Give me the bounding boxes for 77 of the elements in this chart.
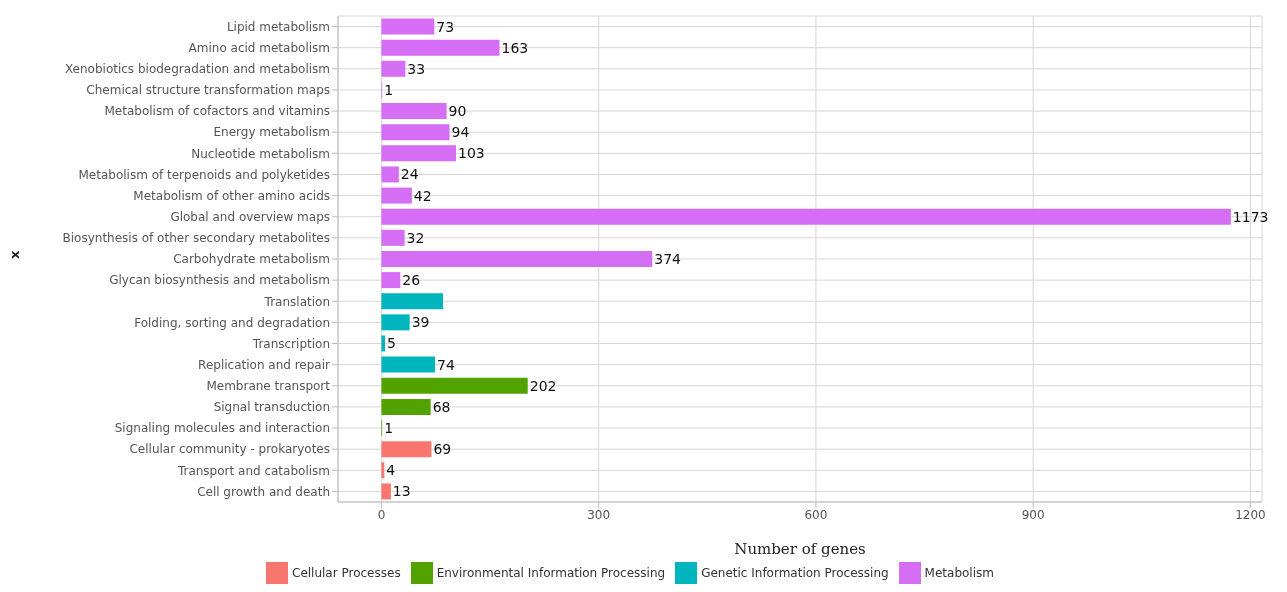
data-label: 5 [387, 335, 396, 352]
y-tick-label: Metabolism of cofactors and vitamins [104, 104, 330, 119]
y-tick-label: Transcription [251, 336, 330, 351]
bar [381, 377, 528, 394]
legend-label: Environmental Information Processing [436, 565, 666, 580]
y-tick-label: Amino acid metabolism [188, 40, 330, 55]
y-tick-label: Translation [263, 294, 330, 309]
bar [381, 208, 1231, 225]
data-label: 33 [407, 60, 426, 77]
y-tick-label: Carbohydrate metabolism [173, 252, 330, 267]
y-tick-label: Metabolism of terpenoids and polyketides [78, 167, 330, 182]
bar [381, 441, 432, 458]
y-tick-label: Chemical structure transformation maps [86, 83, 330, 98]
bar [381, 250, 653, 267]
bar [381, 39, 500, 56]
x-tick-label: 1200 [1235, 507, 1266, 522]
bar [381, 293, 443, 310]
legend-label: Cellular Processes [292, 565, 401, 580]
data-label: 68 [432, 398, 451, 415]
bar [381, 103, 447, 120]
bar [381, 145, 457, 162]
x-axis-title: Number of genes [734, 540, 866, 558]
data-label: 39 [411, 314, 430, 331]
data-label: 32 [406, 229, 425, 246]
bar [381, 229, 405, 246]
data-label: 103 [458, 145, 485, 162]
bar [381, 398, 431, 415]
data-label: 42 [413, 187, 432, 204]
y-tick-label: Signaling molecules and interaction [114, 421, 330, 436]
y-tick-label: Xenobiotics biodegradation and metabolism [64, 62, 330, 77]
y-tick-label: Membrane transport [206, 379, 331, 394]
bar [381, 60, 406, 77]
bar [381, 18, 435, 35]
bar [381, 272, 401, 289]
data-label: 74 [437, 356, 455, 373]
data-label: 24 [400, 166, 419, 183]
y-tick-label: Replication and repair [198, 357, 331, 372]
y-tick-label: Glycan biosynthesis and metabolism [109, 273, 330, 288]
y-tick-label: Nucleotide metabolism [191, 146, 330, 161]
data-label: 13 [392, 483, 411, 500]
bar [381, 335, 386, 352]
data-label: 26 [402, 272, 421, 289]
x-tick-label: 300 [587, 507, 611, 522]
bar [381, 166, 399, 183]
legend-label: Genetic Information Processing [701, 565, 889, 580]
y-tick-label: Cell growth and death [197, 484, 330, 499]
y-tick-label: Cellular community - prokaryotes [129, 442, 330, 457]
x-tick-label: 600 [804, 507, 828, 522]
data-label: 73 [436, 18, 455, 35]
y-tick-label: Energy metabolism [213, 125, 330, 140]
x-tick-label: 900 [1021, 507, 1045, 522]
bar [381, 356, 436, 373]
data-label: 1 [384, 81, 394, 98]
data-label: 374 [654, 250, 682, 267]
bar [381, 187, 412, 204]
data-label: 1173 [1232, 208, 1269, 225]
data-label: 90 [448, 103, 467, 120]
data-label: 163 [501, 39, 529, 56]
y-tick-label: Metabolism of other amino acids [133, 188, 330, 203]
y-axis-title: x [6, 250, 22, 259]
data-label: 4 [386, 462, 396, 479]
legend-label: Metabolism [924, 565, 994, 580]
y-tick-label: Biosynthesis of other secondary metabolites [62, 231, 330, 246]
y-tick-label: Lipid metabolism [226, 19, 330, 34]
y-tick-label: Global and overview maps [170, 210, 330, 224]
data-label: 202 [529, 377, 557, 394]
data-label: 94 [451, 124, 470, 141]
y-tick-label: Transport and catabolism [176, 463, 330, 478]
x-tick-label: 0 [377, 507, 386, 522]
y-tick-label: Folding, sorting and degradation [134, 315, 330, 330]
bar [381, 124, 450, 141]
bar [381, 314, 410, 331]
bar [381, 462, 385, 479]
data-label: 1 [384, 420, 394, 437]
y-tick-label: Signal transduction [213, 400, 330, 415]
data-label: 69 [433, 441, 452, 458]
bar [381, 483, 391, 500]
